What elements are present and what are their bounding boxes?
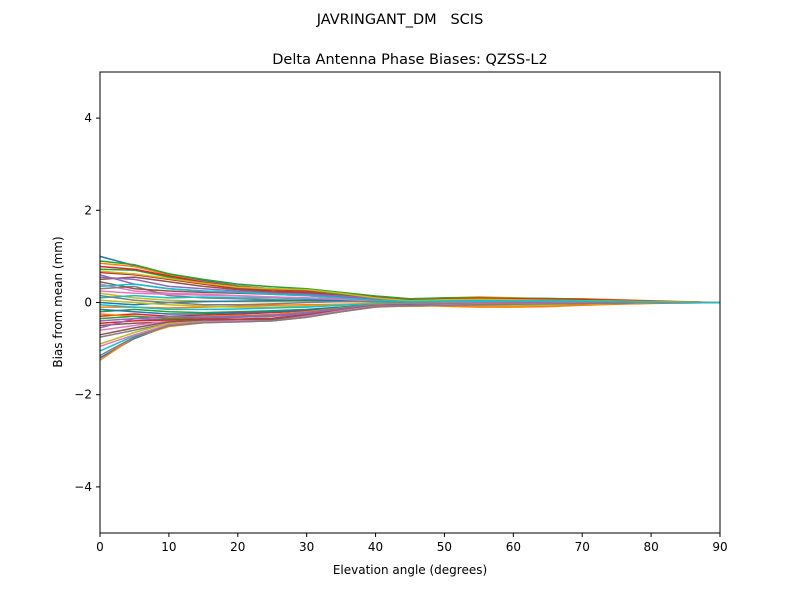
x-tick-label: 60 — [506, 540, 521, 554]
y-tick-label: 2 — [84, 203, 92, 217]
x-tick-label: 20 — [230, 540, 245, 554]
y-tick-label: 4 — [84, 111, 92, 125]
x-axis: 0 10 20 30 40 50 60 70 80 90 — [96, 533, 728, 554]
chart-title: Delta Antenna Phase Biases: QZSS-L2 — [272, 52, 547, 68]
x-tick-label: 40 — [368, 540, 383, 554]
x-tick-label: 30 — [299, 540, 314, 554]
x-axis-label: Elevation angle (degrees) — [333, 563, 487, 577]
x-tick-label: 50 — [437, 540, 452, 554]
y-tick-label: 0 — [84, 296, 92, 310]
series-line-38 — [99, 301, 720, 357]
series-lines — [99, 255, 721, 361]
y-tick-label: −2 — [74, 388, 92, 402]
x-tick-label: 0 — [96, 540, 104, 554]
figure-suptitle: JAVRINGANT_DM SCIS — [316, 12, 484, 28]
y-axis: −4 −2 0 2 4 — [74, 111, 100, 494]
y-tick-label: −4 — [74, 480, 92, 494]
series-line-22 — [99, 301, 720, 361]
x-tick-label: 80 — [643, 540, 658, 554]
y-axis-label: Bias from mean (mm) — [51, 236, 65, 367]
series-line-21 — [99, 301, 720, 359]
x-tick-label: 90 — [712, 540, 727, 554]
x-tick-label: 10 — [161, 540, 176, 554]
series-line-40 — [99, 283, 720, 304]
x-tick-label: 70 — [575, 540, 590, 554]
